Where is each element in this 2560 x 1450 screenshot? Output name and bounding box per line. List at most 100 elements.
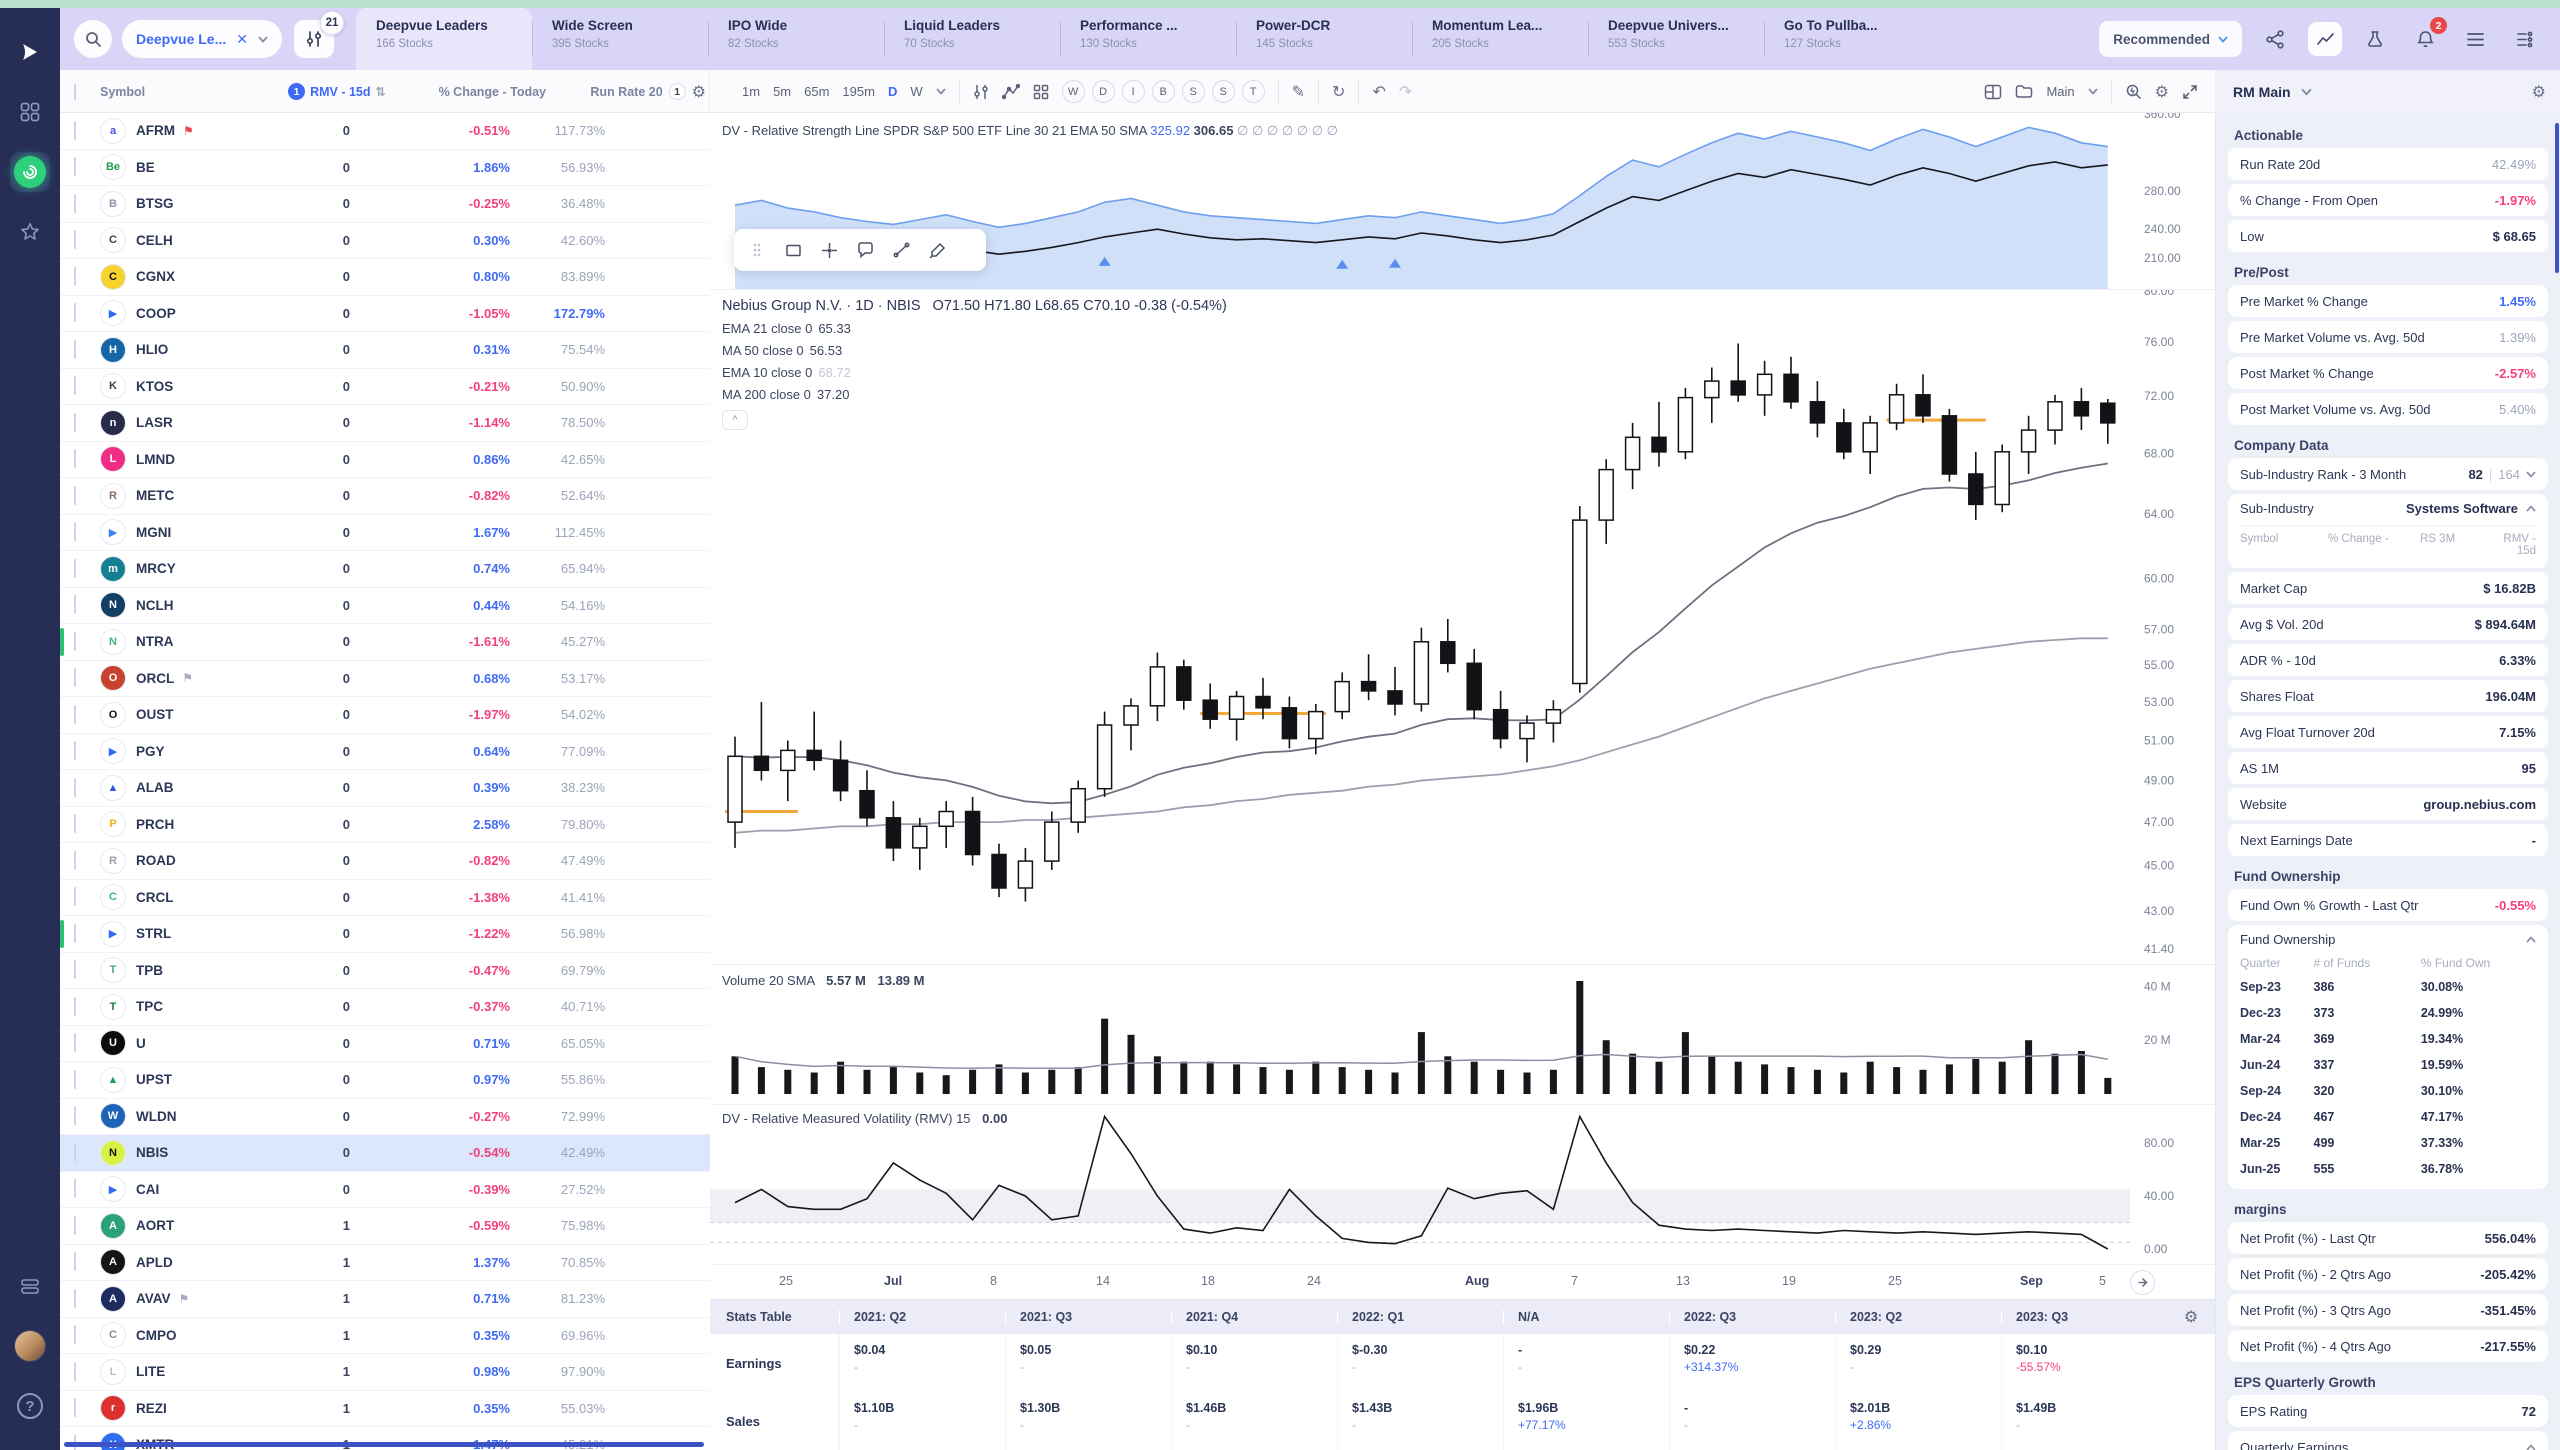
row-checkbox[interactable] [74, 777, 76, 797]
watchlist-row-PRCH[interactable]: P PRCH 0 2.58% 79.80% [60, 807, 710, 843]
column-header-change[interactable]: % Change - Today [438, 84, 546, 99]
watchlist-row-ROAD[interactable]: R ROAD 0 -0.82% 47.49% [60, 843, 710, 880]
chart-mode-t-button[interactable]: T [1241, 80, 1265, 103]
scan-tab[interactable]: Deepvue Univers... 553 Stocks [1588, 8, 1764, 70]
ticker-symbol[interactable]: METC [136, 488, 175, 504]
sidebar-item-favorites[interactable] [10, 212, 50, 252]
row-checkbox[interactable] [74, 1069, 76, 1089]
ticker-symbol[interactable]: WLDN [136, 1108, 177, 1124]
panel-metric-row[interactable]: Post Market Volume vs. Avg. 50d 5.40% [2228, 393, 2548, 425]
volume-pane[interactable]: Volume 20 SMA 5.57 M 13.89 M 40 M 20 M [710, 965, 2215, 1105]
panel-metric-row[interactable]: Avg $ Vol. 20d $ 894.64M [2228, 608, 2548, 640]
scan-tab[interactable]: Deepvue Leaders 166 Stocks [356, 8, 532, 70]
row-checkbox[interactable] [74, 230, 76, 250]
row-checkbox[interactable] [74, 120, 76, 140]
grid-layout-icon[interactable] [1033, 84, 1049, 100]
refresh-icon[interactable]: ↻ [1332, 83, 1346, 101]
ticker-symbol[interactable]: BE [136, 159, 155, 175]
polyline-tool-icon[interactable] [1001, 83, 1020, 100]
user-menu[interactable] [10, 1326, 50, 1366]
scan-tab[interactable]: Performance ... 130 Stocks [1060, 8, 1236, 70]
panel-metric-row[interactable]: ADR % - 10d 6.33% [2228, 644, 2548, 676]
watchlist-row-REZI[interactable]: r REZI 1 0.35% 55.03% [60, 1391, 710, 1427]
flag-icon[interactable]: ⚑ [183, 123, 194, 138]
watchlist-row-METC[interactable]: R METC 0 -0.82% 52.64% [60, 478, 710, 515]
ticker-symbol[interactable]: ORCL ⚑ [136, 670, 194, 686]
scan-tab[interactable]: Liquid Leaders 70 Stocks [884, 8, 1060, 70]
watchlist-row-WLDN[interactable]: W WLDN 0 -0.27% 72.99% [60, 1099, 710, 1135]
watchlist-row-OUST[interactable]: O OUST 0 -1.97% 54.02% [60, 697, 710, 734]
indicator-row[interactable]: MA 50 close 0 56.53 [722, 343, 843, 358]
legend-collapse-button[interactable]: ^ [722, 410, 748, 430]
ticker-symbol[interactable]: CAI [136, 1181, 160, 1197]
rmv-pane[interactable]: DV - Relative Measured Volatility (RMV) … [710, 1105, 2215, 1265]
row-checkbox[interactable] [74, 449, 76, 469]
row-checkbox[interactable] [74, 303, 76, 323]
watchlist-row-NCLH[interactable]: N NCLH 0 0.44% 54.16% [60, 588, 710, 624]
ticker-symbol[interactable]: CGNX [136, 269, 176, 285]
lab-button[interactable] [2358, 22, 2392, 56]
watchlist-row-LMND[interactable]: L LMND 0 0.86% 42.65% [60, 442, 710, 478]
table-view-button[interactable] [2508, 22, 2542, 56]
stats-settings-icon[interactable]: ⚙ [2183, 1309, 2199, 1326]
ticker-symbol[interactable]: TPB [136, 962, 163, 978]
panel-metric-row[interactable]: EPS Rating 72 [2228, 1395, 2548, 1427]
panel-scrollbar[interactable] [2555, 123, 2559, 273]
row-checkbox[interactable] [74, 668, 76, 688]
panel-metric-row[interactable]: Fund Own % Growth - Last Qtr -0.55% [2228, 889, 2548, 921]
watchlist-row-NBIS[interactable]: N NBIS 0 -0.54% 42.49% [60, 1135, 710, 1172]
panel-metric-row[interactable]: Website group.nebius.com [2228, 788, 2548, 820]
row-checkbox[interactable] [74, 1142, 76, 1162]
timeframe-195m[interactable]: 195m [842, 84, 875, 99]
ticker-symbol[interactable]: CMPO [136, 1327, 177, 1343]
comment-tool-icon[interactable] [850, 235, 880, 265]
watchlist-row-COOP[interactable]: ▶ COOP 0 -1.05% 172.79% [60, 296, 710, 332]
ticker-symbol[interactable]: KTOS [136, 378, 174, 394]
row-checkbox[interactable] [74, 339, 76, 359]
row-checkbox[interactable] [74, 412, 76, 432]
ticker-symbol[interactable]: LITE [136, 1364, 166, 1380]
watchlist-scrollbar[interactable] [64, 1442, 704, 1447]
row-checkbox[interactable] [74, 1288, 76, 1308]
watchlist-row-BTSG[interactable]: B BTSG 0 -0.25% 36.48% [60, 186, 710, 223]
row-checkbox[interactable] [74, 704, 76, 724]
indicator-row[interactable]: EMA 21 close 0 65.33 [722, 321, 851, 336]
row-checkbox[interactable] [74, 1033, 76, 1053]
notifications-button[interactable]: 2 [2408, 17, 2447, 56]
row-checkbox[interactable] [74, 595, 76, 615]
panel-metric-row[interactable]: Post Market % Change -2.57% [2228, 357, 2548, 389]
timeframe-1m[interactable]: 1m [742, 84, 761, 99]
chart-mode-w-button[interactable]: W [1061, 80, 1085, 103]
panel-metric-row[interactable]: % Change - From Open -1.97% [2228, 184, 2548, 216]
indicator-sliders-icon[interactable] [973, 84, 989, 100]
row-checkbox[interactable] [74, 631, 76, 651]
ticker-symbol[interactable]: CELH [136, 232, 173, 248]
sidebar-item-dashboard[interactable] [10, 92, 50, 132]
watchlist-row-CAI[interactable]: ▶ CAI 0 -0.39% 27.52% [60, 1172, 710, 1208]
row-checkbox[interactable] [74, 1325, 76, 1345]
column-header-runrate[interactable]: Run Rate 20 1 ⚙ [590, 83, 706, 101]
row-checkbox[interactable] [74, 1179, 76, 1199]
ticker-symbol[interactable]: AVAV ⚑ [136, 1291, 190, 1307]
chart-mode-s-button[interactable]: S [1181, 80, 1205, 103]
rectangle-tool-icon[interactable] [778, 235, 808, 265]
scan-tab[interactable]: IPO Wide 82 Stocks [708, 8, 884, 70]
chart-mode-s-button[interactable]: S [1211, 80, 1235, 103]
ticker-symbol[interactable]: HLIO [136, 342, 169, 358]
panel-metric-row[interactable]: Net Profit (%) - 2 Qtrs Ago -205.42% [2228, 1258, 2548, 1290]
watchlist-row-AFRM[interactable]: a AFRM ⚑ 0 -0.51% 117.73% [60, 113, 710, 150]
watchlist-row-APLD[interactable]: A APLD 1 1.37% 70.85% [60, 1245, 710, 1281]
watchlist-row-ALAB[interactable]: ▲ ALAB 0 0.39% 38.23% [60, 770, 710, 807]
row-checkbox[interactable] [74, 376, 76, 396]
folder-icon[interactable] [2015, 84, 2033, 99]
ticker-symbol[interactable]: PRCH [136, 816, 175, 832]
ticker-symbol[interactable]: MRCY [136, 561, 176, 577]
panel-metric-row[interactable]: Pre Market Volume vs. Avg. 50d 1.39% [2228, 321, 2548, 353]
ticker-symbol[interactable]: LMND [136, 451, 175, 467]
row-checkbox[interactable] [74, 887, 76, 907]
panel-metric-row[interactable]: Run Rate 20d 42.49% [2228, 148, 2548, 180]
chart-mode-i-button[interactable]: I [1121, 80, 1145, 103]
panel-metric-row[interactable]: Pre Market % Change 1.45% [2228, 285, 2548, 317]
watchlist-row-UPST[interactable]: ▲ UPST 0 0.97% 55.86% [60, 1062, 710, 1099]
column-settings-icon[interactable]: ⚙ [691, 83, 706, 101]
